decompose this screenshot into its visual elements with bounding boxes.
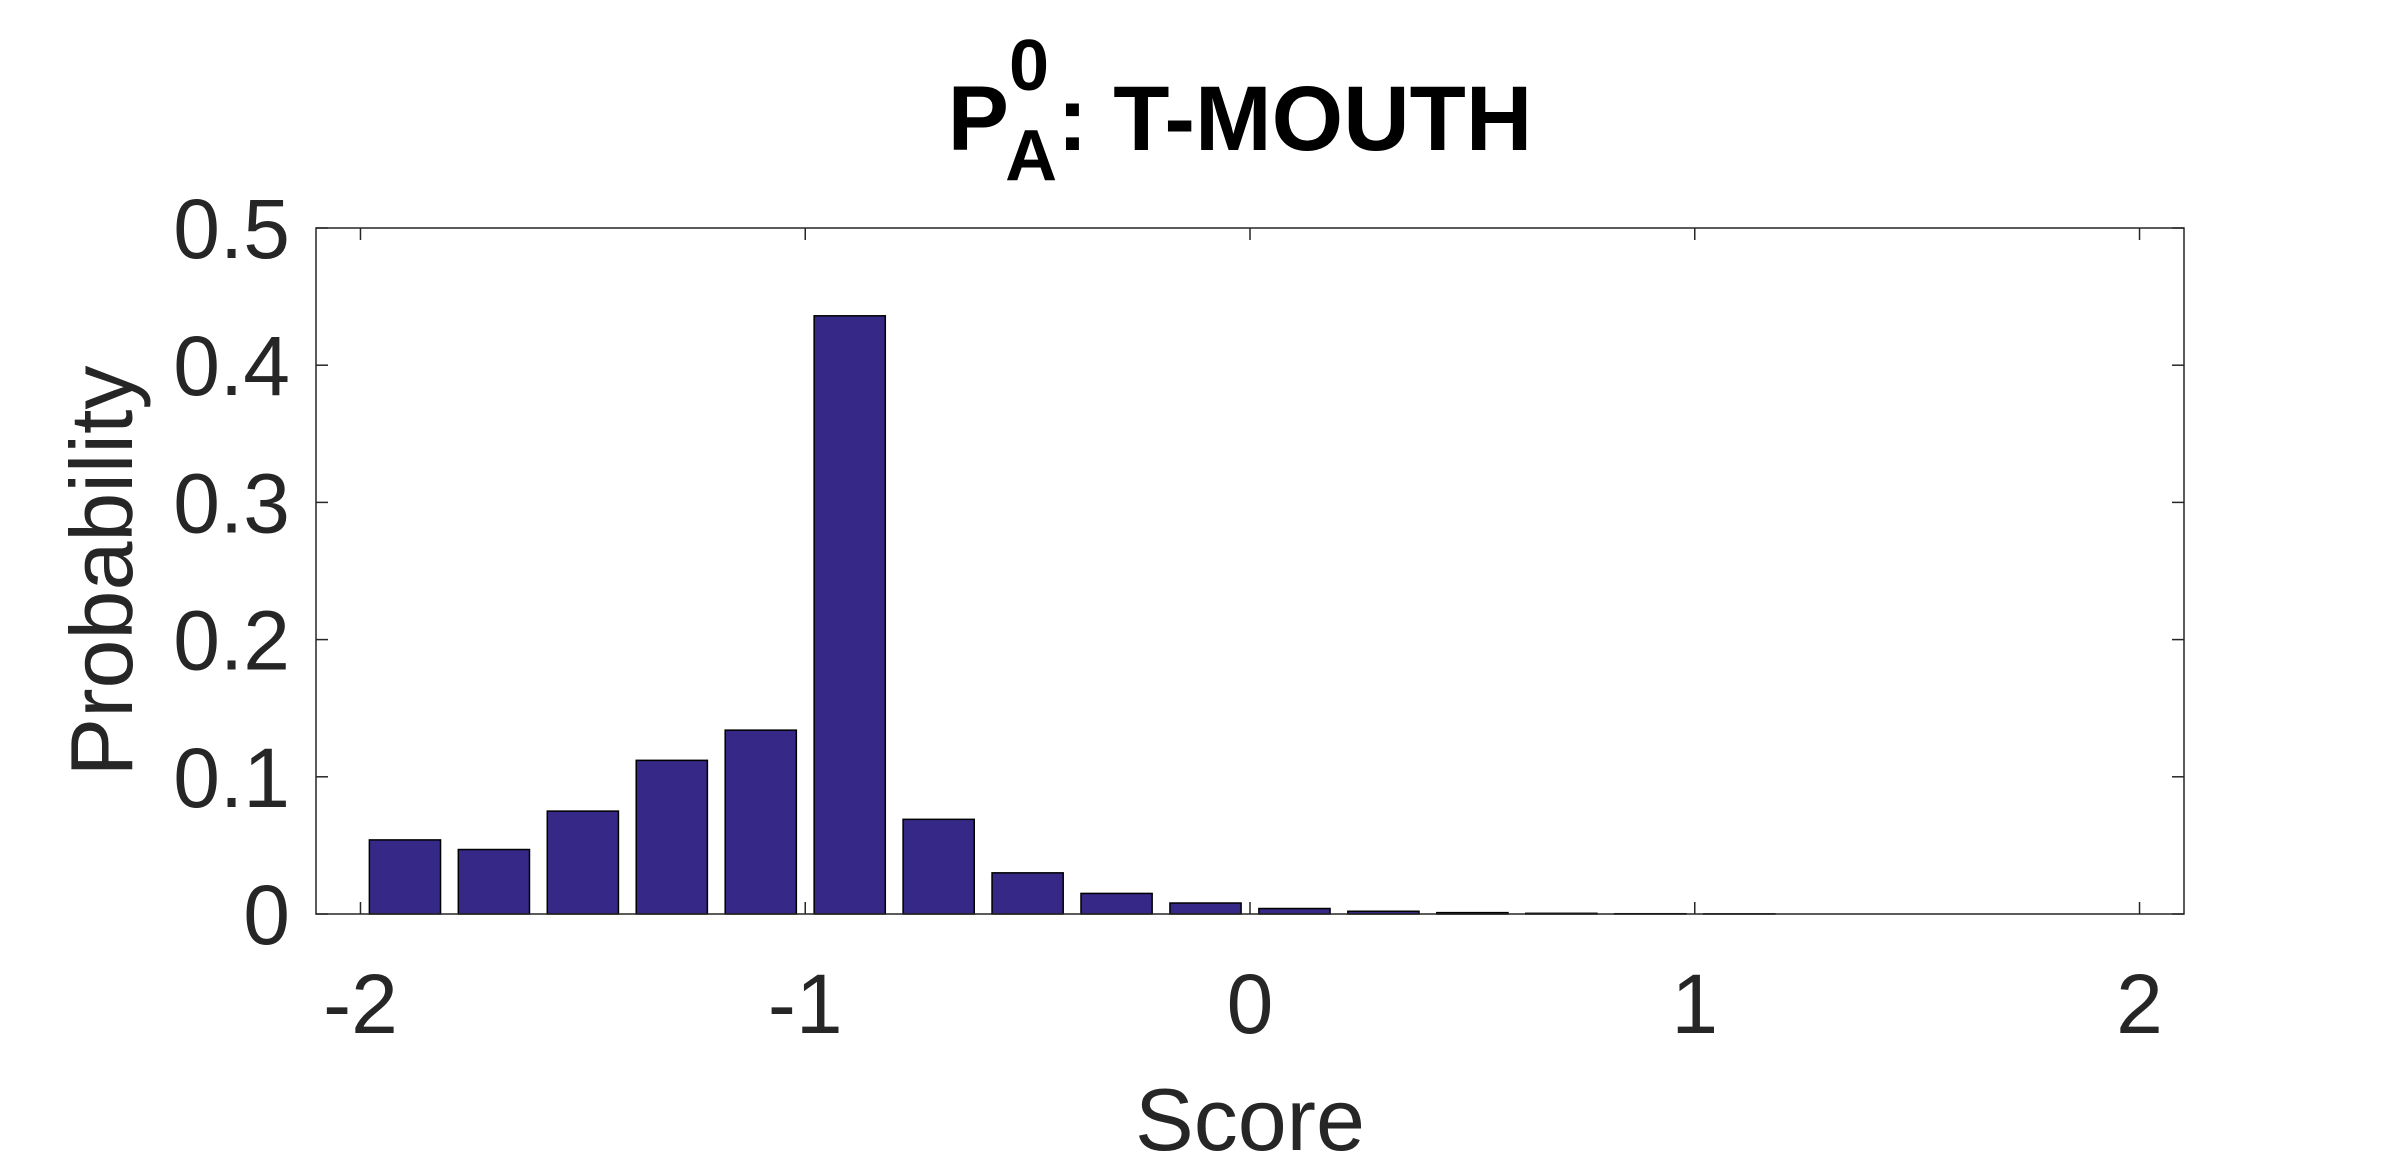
bar [1169, 902, 1242, 915]
x-axis-label: Score [1135, 1070, 1365, 1169]
bar [902, 818, 975, 915]
title-main: P [948, 68, 1009, 170]
bar [1258, 907, 1331, 915]
x-tick-labels: -2 -1 0 1 2 [323, 957, 2163, 1051]
y-tick-label: 0.3 [173, 456, 290, 550]
chart-title: P0 A: T-MOUTH [948, 26, 1533, 196]
y-axis-label: Probability [52, 366, 151, 777]
plot-frame [315, 227, 2185, 915]
x-tick-label: 1 [1671, 957, 1718, 1051]
y-tick-label: 0.4 [173, 319, 290, 413]
bar [813, 315, 887, 915]
bar [991, 872, 1064, 915]
bar-series [368, 315, 1776, 915]
y-tick-labels: 0 0.1 0.2 0.3 0.4 0.5 [173, 182, 290, 962]
x-tick-label: 2 [2116, 957, 2163, 1051]
title-suffix: : T-MOUTH [1057, 68, 1532, 170]
x-tick-label: 0 [1227, 957, 1274, 1051]
bar [546, 810, 620, 915]
title-subscript: A [1005, 116, 1057, 196]
bar [724, 729, 798, 915]
bar [457, 848, 531, 915]
plot-area [316, 228, 2184, 914]
y-tick-label: 0.5 [173, 182, 290, 276]
x-tick-label: -2 [323, 957, 398, 1051]
x-tick-label: -1 [768, 957, 843, 1051]
bar [368, 839, 442, 915]
title-superscript: 0 [1009, 26, 1049, 106]
y-tick-label: 0.2 [173, 594, 290, 688]
bar [1080, 892, 1153, 915]
y-tick-label: 0.1 [173, 731, 290, 825]
y-tick-label: 0 [243, 868, 290, 962]
bar [635, 759, 709, 915]
